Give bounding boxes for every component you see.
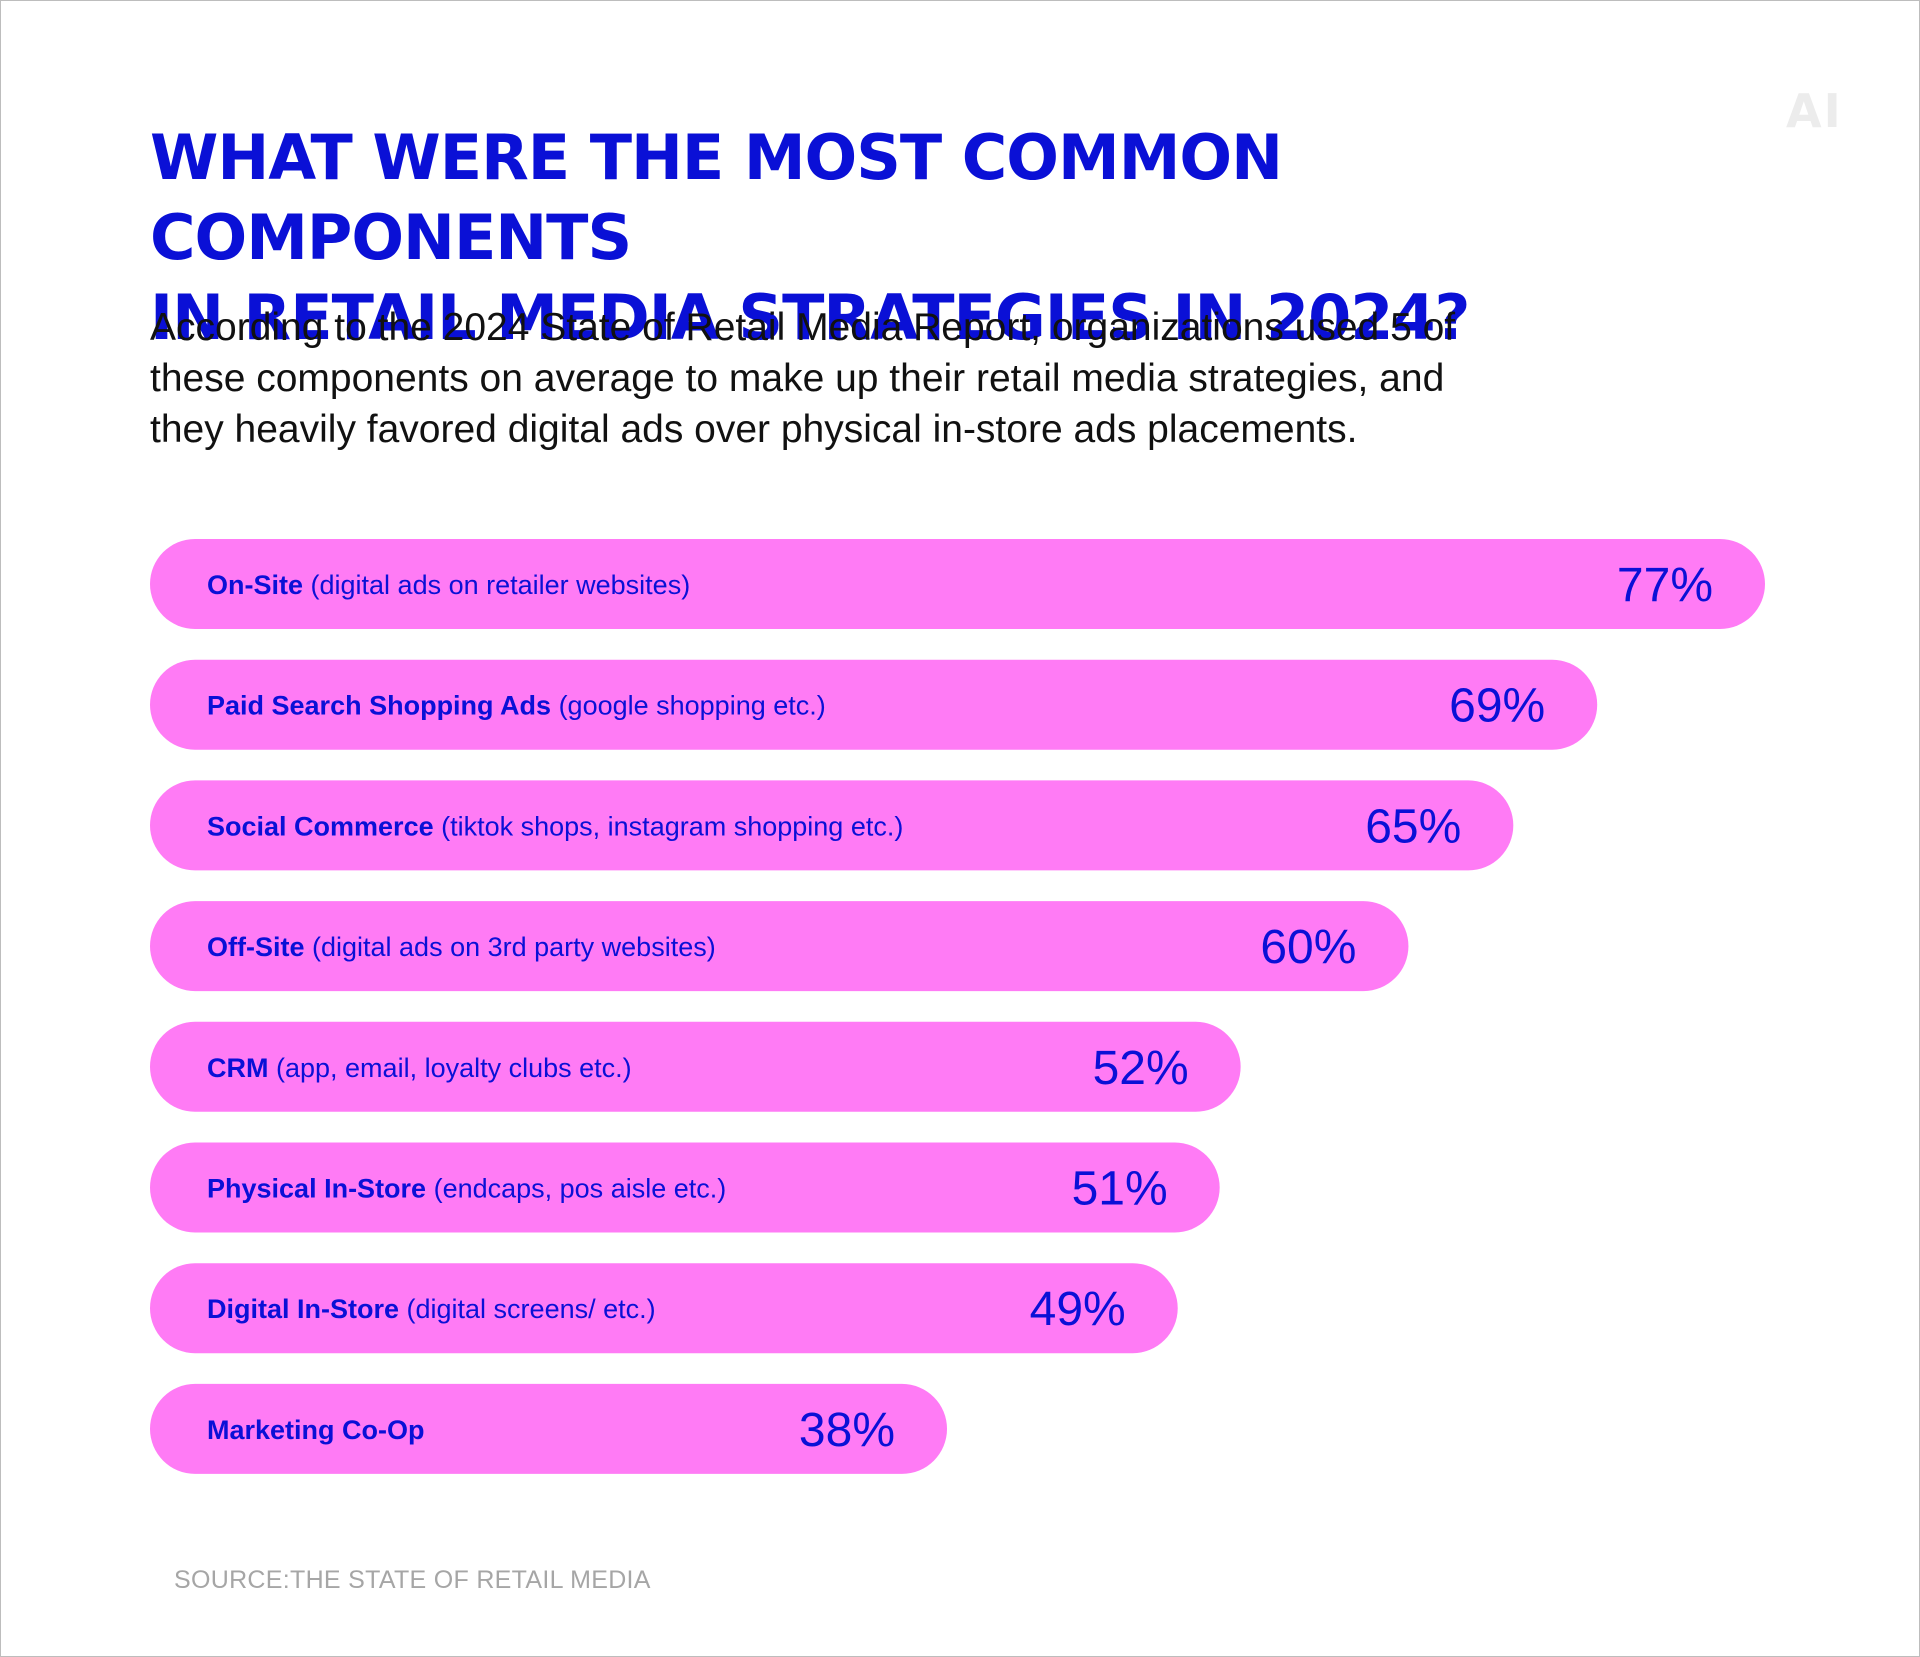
bar-group: Digital In-Store (digital screens/ etc.)… bbox=[150, 1263, 1178, 1354]
category-name: Physical In-Store bbox=[207, 1174, 426, 1204]
source-note: SOURCE:THE STATE OF RETAIL MEDIA bbox=[174, 1566, 651, 1594]
bar-group: Off-Site (digital ads on 3rd party websi… bbox=[150, 901, 1409, 992]
bar bbox=[150, 1383, 948, 1474]
category-detail: (google shopping etc.) bbox=[551, 691, 826, 721]
category-name: Marketing Co-Op bbox=[207, 1415, 425, 1445]
subtitle-line-2: these components on average to make up t… bbox=[150, 357, 1445, 400]
category-detail: (endcaps, pos aisle etc.) bbox=[426, 1174, 726, 1204]
category-name: CRM bbox=[207, 1053, 269, 1083]
bar-group: On-Site (digital ads on retailer website… bbox=[150, 539, 1765, 629]
subtitle-line-3: they heavily favored digital ads over ph… bbox=[150, 408, 1358, 451]
value-label: 38% bbox=[799, 1404, 895, 1457]
category-name: On-Site bbox=[207, 570, 303, 600]
category-name: Social Commerce bbox=[207, 811, 434, 841]
category-detail: (digital ads on 3rd party websites) bbox=[305, 932, 716, 962]
category-label: Physical In-Store (endcaps, pos aisle et… bbox=[207, 1174, 726, 1204]
value-label: 49% bbox=[1030, 1283, 1126, 1336]
title-line-2: IN RETAIL MEDIA STRATEGIES IN 2024? bbox=[150, 281, 1471, 354]
value-label: 65% bbox=[1365, 800, 1461, 853]
category-label: Digital In-Store (digital screens/ etc.) bbox=[207, 1294, 656, 1324]
bar bbox=[150, 659, 1598, 750]
chart-subtitle: According to the 2024 State of Retail Me… bbox=[150, 302, 1710, 455]
bar bbox=[150, 539, 1765, 629]
bar-group: CRM (app, email, loyalty clubs etc.) 52% bbox=[150, 1021, 1241, 1112]
chart-title: WHAT WERE THE MOST COMMON COMPONENTS IN … bbox=[150, 118, 1750, 358]
category-detail: (tiktok shops, instagram shopping etc.) bbox=[434, 811, 904, 841]
bar-group: Marketing Co-Op 38% bbox=[150, 1383, 948, 1474]
category-label: Marketing Co-Op bbox=[207, 1415, 425, 1445]
bar bbox=[150, 901, 1409, 992]
value-label: 51% bbox=[1072, 1163, 1168, 1216]
category-name: Off-Site bbox=[207, 932, 305, 962]
category-label: Social Commerce (tiktok shops, instagram… bbox=[207, 811, 903, 841]
category-label: On-Site (digital ads on retailer website… bbox=[207, 570, 690, 600]
bar bbox=[150, 1021, 1241, 1112]
bar-group: Paid Search Shopping Ads (google shoppin… bbox=[150, 659, 1598, 750]
bar bbox=[150, 1263, 1178, 1354]
category-name: Paid Search Shopping Ads bbox=[207, 691, 551, 721]
subtitle-line-1: According to the 2024 State of Retail Me… bbox=[150, 306, 1456, 349]
value-label: 52% bbox=[1093, 1042, 1189, 1095]
bar bbox=[150, 780, 1514, 871]
category-detail: (digital screens/ etc.) bbox=[399, 1294, 656, 1324]
brand-logo: AI bbox=[1786, 84, 1843, 138]
category-name: Digital In-Store bbox=[207, 1294, 399, 1324]
category-detail: (app, email, loyalty clubs etc.) bbox=[269, 1053, 632, 1083]
category-detail: (digital ads on retailer websites) bbox=[303, 570, 690, 600]
title-line-1: WHAT WERE THE MOST COMMON COMPONENTS bbox=[150, 121, 1283, 274]
value-label: 60% bbox=[1260, 921, 1356, 974]
category-label: Paid Search Shopping Ads (google shoppin… bbox=[207, 691, 826, 721]
category-label: Off-Site (digital ads on 3rd party websi… bbox=[207, 932, 716, 962]
bar bbox=[150, 1142, 1220, 1233]
value-label: 69% bbox=[1449, 680, 1545, 733]
bar-group: Physical In-Store (endcaps, pos aisle et… bbox=[150, 1142, 1220, 1233]
value-label: 77% bbox=[1617, 559, 1713, 612]
bar-group: Social Commerce (tiktok shops, instagram… bbox=[150, 780, 1514, 871]
category-label: CRM (app, email, loyalty clubs etc.) bbox=[207, 1053, 632, 1083]
